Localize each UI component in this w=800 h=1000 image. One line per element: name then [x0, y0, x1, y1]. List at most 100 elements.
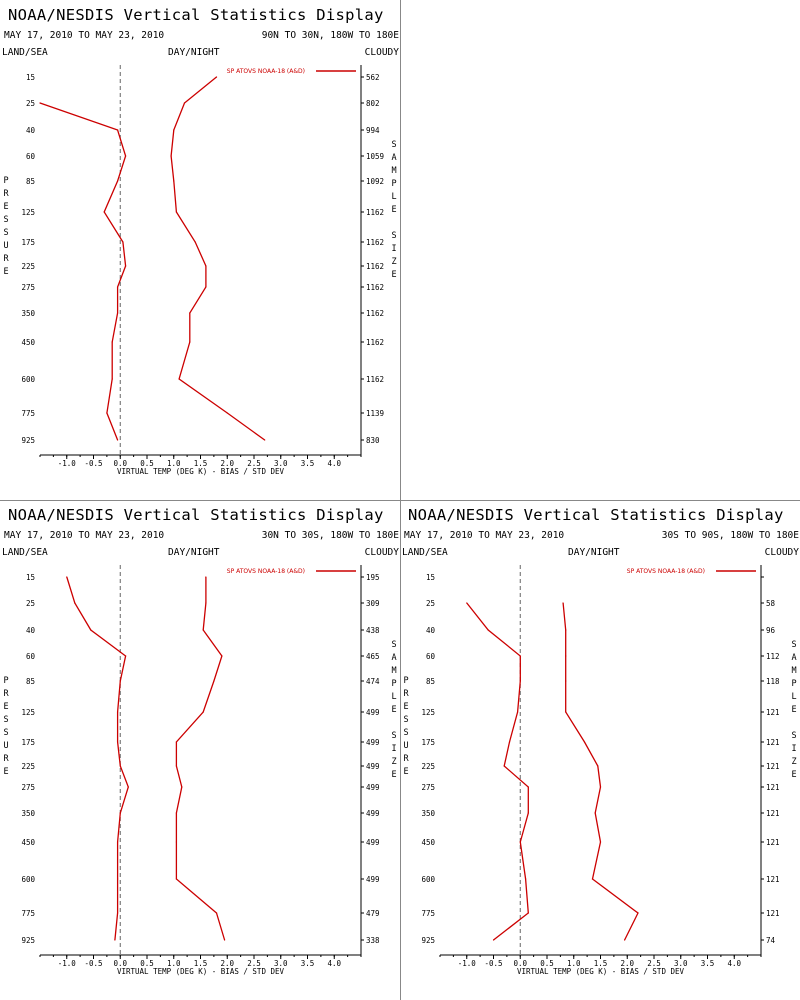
- x-tick-label: 0.0: [513, 959, 527, 968]
- pressure-tick-label: 60: [426, 652, 436, 661]
- header-day-night: DAY/NIGHT: [568, 547, 620, 558]
- data-point: [175, 878, 178, 880]
- data-point: [175, 765, 178, 767]
- data-point: [527, 912, 529, 914]
- pressure-tick-label: 925: [421, 936, 435, 945]
- sample-size-label: 474: [366, 677, 380, 686]
- data-point: [205, 265, 207, 267]
- x-axis-label: VIRTUAL TEMP (DEG K) - BIAS / STD DEV: [117, 967, 285, 976]
- header-day-night: DAY/NIGHT: [168, 547, 220, 558]
- data-point: [264, 439, 266, 441]
- x-tick-label: 1.0: [567, 959, 581, 968]
- data-point: [519, 841, 521, 843]
- sample-size-label: 121: [766, 875, 780, 884]
- chart-title: NOAA/NESDIS Vertical Statistics Display: [408, 506, 784, 524]
- x-tick-label: 2.5: [247, 459, 261, 468]
- data-point: [74, 602, 76, 604]
- sample-size-label: 121: [766, 738, 780, 747]
- sample-size-label: 1162: [366, 338, 384, 347]
- region-label: 90N TO 30N, 180W TO 180E: [261, 30, 399, 41]
- x-tick-label: -1.0: [58, 459, 77, 468]
- data-point: [170, 155, 172, 157]
- data-point: [173, 180, 175, 182]
- data-point: [202, 711, 204, 713]
- x-tick-label: 3.5: [701, 959, 715, 968]
- x-tick-label: 3.5: [301, 959, 315, 968]
- sample-size-axis-label: S A M P L E S I Z E: [391, 140, 397, 280]
- sample-size-label: 499: [366, 762, 380, 771]
- sample-size-label: 1162: [366, 238, 384, 247]
- bias-series-line: [66, 576, 129, 941]
- x-tick-label: 0.5: [140, 959, 154, 968]
- data-point: [565, 680, 567, 682]
- pressure-tick-label: 15: [26, 73, 35, 82]
- data-point: [194, 241, 196, 243]
- pressure-tick-label: 125: [21, 708, 35, 717]
- x-tick-label: -1.0: [58, 959, 77, 968]
- header-cloudy: CLOUDY: [764, 547, 799, 558]
- x-tick-label: 2.0: [220, 459, 234, 468]
- data-point: [111, 378, 113, 380]
- pressure-tick-label: 450: [21, 838, 35, 847]
- sample-size-axis-label: S A M P L E S I Z E: [391, 640, 397, 780]
- data-point: [599, 841, 602, 843]
- x-tick-label: 0.5: [540, 959, 554, 968]
- pressure-tick-label: 275: [421, 783, 435, 792]
- data-point: [175, 812, 178, 814]
- sample-size-label: 121: [766, 909, 780, 918]
- pressure-tick-label: 600: [421, 875, 435, 884]
- sample-size-label: 994: [366, 126, 380, 135]
- x-tick-label: 1.5: [194, 959, 208, 968]
- chart-plot: -1.0 -0.5 0.0 0.5 1.0 1.5 2.0 2.5 3.0 3.5 4.0 VIRTU…: [21, 65, 384, 476]
- x-tick-label: 1.0: [167, 959, 181, 968]
- chart-plot: -1.0 -0.5 0.0 0.5 1.0 1.5 2.0 2.5 3.0 3.5 4.0 VIRTU…: [421, 565, 780, 976]
- data-point: [189, 312, 191, 314]
- data-point: [106, 412, 108, 414]
- chart-panel-3: NOAA/NESDIS Vertical Statistics Display M…: [400, 500, 800, 1000]
- sample-size-label: 438: [366, 626, 380, 635]
- x-tick-label: 1.0: [167, 459, 181, 468]
- data-point: [516, 711, 519, 713]
- data-point: [525, 878, 527, 880]
- data-point: [175, 211, 178, 213]
- x-tick-label: 2.0: [220, 959, 234, 968]
- pressure-tick-label: 225: [421, 762, 435, 771]
- sample-size-label: 562: [366, 73, 380, 82]
- sample-size-label: 479: [366, 909, 380, 918]
- sample-size-label: 1162: [366, 309, 384, 318]
- date-range: MAY 17, 2010 TO MAY 23, 2010: [4, 530, 165, 541]
- x-tick-label: 4.0: [727, 959, 741, 968]
- sample-size-label: 1162: [366, 208, 384, 217]
- data-point: [205, 286, 207, 288]
- data-point: [114, 939, 116, 941]
- data-point: [103, 211, 105, 213]
- x-tick-label: 3.0: [674, 959, 688, 968]
- pressure-tick-label: 40: [426, 626, 436, 635]
- data-point: [122, 241, 124, 243]
- x-tick-label: 0.0: [113, 459, 127, 468]
- chart-plot: -1.0 -0.5 0.0 0.5 1.0 1.5 2.0 2.5 3.0 3.5 4.0 VIRTU…: [21, 565, 380, 976]
- sample-size-label: 499: [366, 809, 380, 818]
- pressure-tick-label: 275: [21, 783, 35, 792]
- data-point: [39, 102, 41, 104]
- header-cloudy: CLOUDY: [364, 547, 399, 558]
- sample-size-label: 499: [366, 783, 380, 792]
- chart-panel-2: NOAA/NESDIS Vertical Statistics Display M…: [0, 500, 400, 1000]
- x-axis-label: VIRTUAL TEMP (DEG K) - BIAS / STD DEV: [517, 967, 685, 976]
- x-tick-label: 0.0: [113, 959, 127, 968]
- header-day-night: DAY/NIGHT: [168, 47, 220, 58]
- data-point: [466, 602, 468, 604]
- pressure-tick-label: 85: [26, 177, 35, 186]
- std-dev-series-line: [175, 577, 226, 941]
- pressure-tick-label: 275: [21, 283, 35, 292]
- pressure-tick-label: 40: [26, 126, 36, 135]
- data-point: [178, 378, 180, 380]
- x-tick-label: 4.0: [327, 959, 341, 968]
- data-point: [226, 412, 228, 414]
- data-point: [175, 741, 178, 743]
- data-point: [127, 786, 129, 788]
- sample-size-label: 802: [366, 99, 380, 108]
- pressure-tick-label: 450: [21, 338, 35, 347]
- date-range: MAY 17, 2010 TO MAY 23, 2010: [4, 30, 165, 41]
- data-point: [562, 602, 564, 604]
